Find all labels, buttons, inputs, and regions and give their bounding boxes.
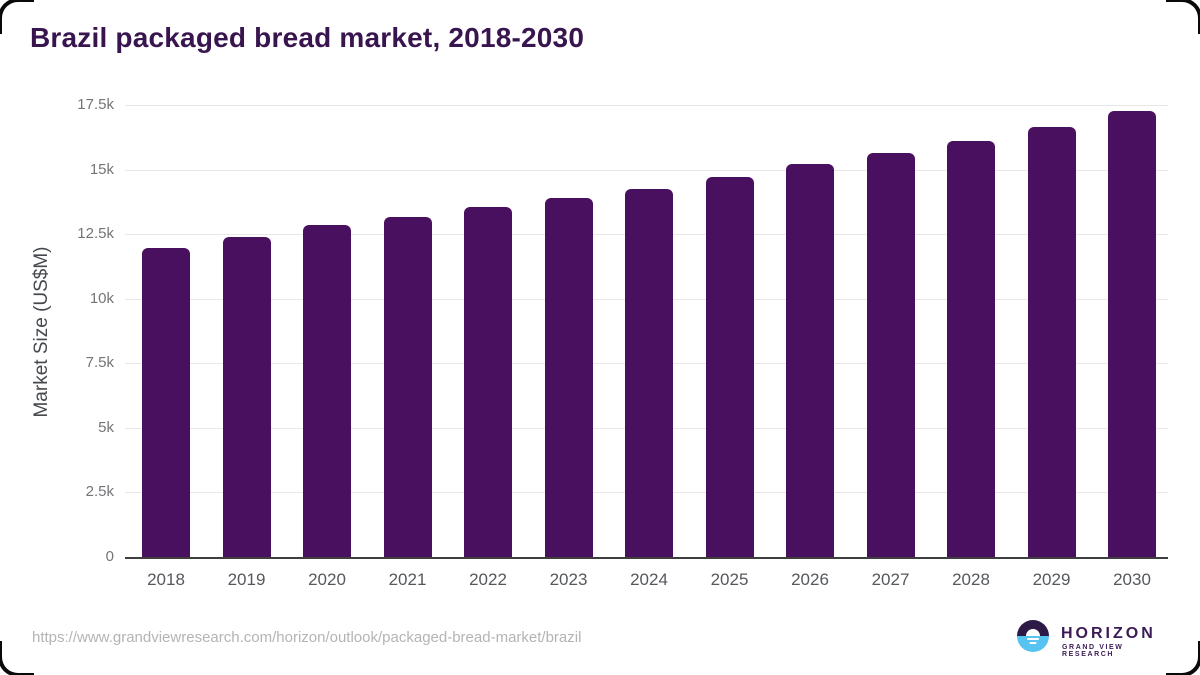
bar-2030[interactable] (1108, 111, 1156, 557)
card-corner-top-left (0, 0, 34, 34)
bar-2019[interactable] (222, 236, 271, 557)
logo-brand: HORIZON (1061, 625, 1156, 642)
logo-sun-dome (1026, 629, 1040, 636)
y-tick-label: 17.5k (77, 96, 114, 113)
y-axis-title: Market Size (US$M) (31, 246, 52, 418)
bar-2018[interactable] (142, 248, 190, 557)
y-tick-label: 0 (105, 548, 114, 565)
x-axis-label-2028: 2028 (952, 570, 990, 589)
bar-cell-2026: 2026 (786, 105, 834, 589)
plot-area: 0 2.5k 5k 7.5k 10k 12.5k 15k 17.5k 2018 2019 2020 2… (77, 96, 1168, 589)
x-axis-label-2022: 2022 (469, 570, 507, 589)
horizon-logo[interactable]: HORIZON GRAND VIEW RESEARCH (1017, 620, 1168, 658)
x-axis-label-2019: 2019 (227, 570, 266, 589)
bar-2023[interactable] (544, 197, 593, 557)
y-tick-label: 5k (98, 418, 114, 436)
chart-title: Brazil packaged bread market, 2018-2030 (30, 22, 585, 53)
bar-cell-2024: 2024 (625, 105, 673, 589)
bar-cell-2027: 2027 (866, 105, 915, 589)
bar-cell-2022: 2022 (464, 105, 512, 589)
bar-2027[interactable] (866, 152, 915, 557)
bar-cell-2028: 2028 (947, 105, 995, 589)
bar-2026[interactable] (786, 164, 834, 557)
bar-2025[interactable] (705, 177, 754, 557)
source-url[interactable]: https://www.grandviewresearch.com/horizo… (32, 629, 582, 646)
bar-cell-2023: 2023 (544, 105, 593, 589)
x-axis-label-2025: 2025 (710, 570, 749, 589)
y-tick-label: 12.5k (77, 225, 114, 243)
gridline (125, 105, 1168, 106)
y-tick-label: 10k (89, 289, 114, 307)
x-axis-label-2018: 2018 (147, 570, 185, 589)
x-axis-label-2023: 2023 (549, 570, 588, 589)
x-axis-label-2027: 2027 (871, 570, 910, 589)
x-axis-label-2026: 2026 (791, 570, 829, 589)
x-axis-label-2029: 2029 (1032, 570, 1071, 589)
bar-cell-2030: 2030 (1108, 105, 1156, 589)
card-corner-bottom-left (0, 641, 34, 675)
logo-subbrand: GRAND VIEW RESEARCH (1062, 644, 1124, 658)
horizon-sun-icon (1017, 620, 1049, 652)
x-axis-label-2024: 2024 (630, 570, 668, 589)
x-axis-label-2020: 2020 (308, 570, 346, 589)
card-corner-top-right (1166, 0, 1200, 34)
gridline (125, 169, 1168, 171)
bar-cell-2029: 2029 (1027, 105, 1076, 589)
bar-2020[interactable] (303, 225, 351, 557)
y-tick-label: 2.5k (85, 483, 114, 501)
bar-2021[interactable] (383, 217, 432, 557)
bar-2029[interactable] (1027, 126, 1076, 557)
y-tick-label: 15k (89, 160, 114, 178)
logo-sun-reflection-line (1029, 642, 1037, 644)
bar-2024[interactable] (625, 188, 673, 557)
logo-sun-reflection-line (1027, 638, 1039, 640)
bar-cell-2018: 2018 (142, 105, 190, 589)
bar-2028[interactable] (947, 141, 995, 557)
bar-cell-2020: 2020 (303, 105, 351, 589)
x-axis-label-2030: 2030 (1113, 570, 1151, 589)
logo-icon-bottom-half (1017, 636, 1049, 652)
logo-icon-top-half (1017, 620, 1049, 636)
card-corner-bottom-right (1166, 641, 1200, 675)
y-tick-label: 7.5k (85, 354, 114, 372)
x-axis-label-2021: 2021 (388, 570, 427, 589)
bar-cell-2025: 2025 (705, 105, 754, 589)
bar-2022[interactable] (464, 207, 512, 557)
bar-cell-2021: 2021 (383, 105, 432, 589)
bar-cell-2019: 2019 (222, 105, 271, 589)
